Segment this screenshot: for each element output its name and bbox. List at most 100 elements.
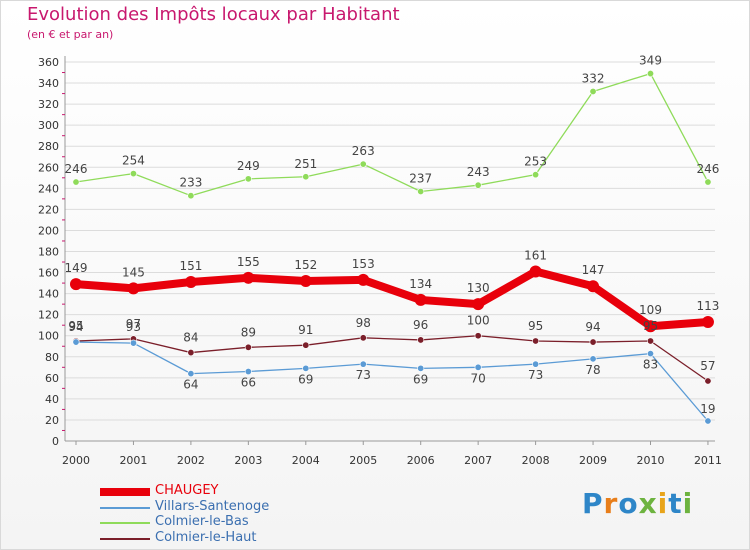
data-label: 19 (700, 402, 715, 416)
data-point (359, 160, 367, 168)
y-tick-label: 200 (38, 224, 59, 237)
data-label: 73 (356, 368, 371, 382)
legend-label: Villars-Santenoge (155, 498, 270, 514)
data-label: 94 (585, 320, 600, 334)
data-label: 95 (68, 319, 83, 333)
y-axis: 0 20 40 60 80 100 120 140 160 180 200 220 240 260 280 3… (38, 56, 66, 448)
data-label: 237 (409, 171, 432, 185)
data-label: 78 (585, 363, 600, 377)
data-point (532, 171, 540, 179)
data-point (244, 175, 252, 183)
legend-swatch (100, 522, 150, 524)
data-label: 246 (696, 162, 719, 176)
data-label: 73 (528, 368, 543, 382)
logo-letter: r (603, 487, 619, 520)
data-label: 69 (413, 372, 428, 386)
data-label: 246 (65, 162, 88, 176)
data-point (589, 338, 597, 346)
logo-letter: i (657, 487, 669, 520)
data-label: 263 (352, 144, 375, 158)
x-tick-label: 2004 (292, 454, 320, 467)
y-tick-label: 280 (38, 140, 59, 153)
x-tick-label: 2005 (349, 454, 377, 467)
x-tick-label: 2009 (579, 454, 607, 467)
data-label: 151 (179, 259, 202, 273)
data-point (417, 364, 425, 372)
data-point (302, 341, 310, 349)
data-label: 113 (696, 299, 719, 313)
data-label: 145 (122, 265, 145, 279)
x-tick-label: 2011 (694, 454, 722, 467)
data-labels: 149 145 151 155 152 153 134 130 161 147 109 113 94 93… (65, 54, 720, 416)
data-point (417, 336, 425, 344)
data-label: 152 (294, 258, 317, 272)
legend-label: Colmier-le-Haut (155, 529, 257, 545)
data-label: 100 (467, 314, 490, 328)
data-label: 91 (298, 323, 313, 337)
x-tick-label: 2000 (62, 454, 90, 467)
y-tick-label: 80 (45, 351, 59, 364)
logo-letter: t (668, 487, 683, 520)
data-label: 233 (179, 176, 202, 190)
data-label: 149 (65, 261, 88, 275)
y-tick-label: 60 (45, 372, 59, 385)
data-point (129, 339, 137, 347)
data-point (532, 360, 540, 368)
x-tick-label: 2003 (234, 454, 262, 467)
data-point (704, 377, 712, 385)
data-point (187, 192, 195, 200)
legend-item-colmier-le-haut: Colmier-le-Haut (100, 529, 360, 547)
data-label: 134 (409, 277, 432, 291)
data-point (359, 334, 367, 342)
data-point (704, 417, 712, 425)
data-label: 94 (68, 320, 83, 334)
data-label: 83 (643, 358, 658, 372)
data-label: 253 (524, 155, 547, 169)
data-label: 64 (183, 378, 198, 392)
data-label: 153 (352, 257, 375, 271)
y-tick-label: 320 (38, 98, 59, 111)
data-point (302, 364, 310, 372)
data-point (184, 276, 197, 289)
data-label: 147 (582, 263, 605, 277)
data-label: 69 (298, 372, 313, 386)
y-tick-label: 220 (38, 203, 59, 216)
data-label: 95 (528, 319, 543, 333)
series-line-colmier-le-bas (75, 72, 709, 197)
data-label: 97 (126, 317, 141, 331)
grid (65, 61, 715, 442)
data-point (359, 360, 367, 368)
y-tick-label: 140 (38, 288, 59, 301)
x-tick-label: 2010 (637, 454, 665, 467)
data-point (244, 368, 252, 376)
y-tick-label: 40 (45, 393, 59, 406)
data-point (414, 293, 427, 306)
legend: CHAUGEY Villars-Santenoge Colmier-le-Bas… (100, 483, 360, 547)
data-point (587, 280, 600, 293)
data-point (72, 178, 80, 186)
data-label: 96 (413, 318, 428, 332)
data-point (472, 298, 485, 311)
y-tick-label: 20 (45, 414, 59, 427)
data-point (70, 278, 82, 291)
data-label: 130 (467, 281, 490, 295)
series-line-colmier-le-haut (75, 335, 709, 382)
y-tick-label: 260 (38, 161, 59, 174)
x-tick-label: 2007 (464, 454, 492, 467)
data-label: 161 (524, 249, 547, 263)
logo-letter: o (618, 487, 639, 520)
logo-letter: P (582, 487, 604, 520)
x-tick-label: 2001 (119, 454, 147, 467)
series-line-chaugey (75, 267, 709, 331)
x-tick-label: 2006 (407, 454, 435, 467)
data-label: 254 (122, 154, 145, 168)
legend-swatch (100, 506, 150, 509)
y-tick-label: 300 (38, 119, 59, 132)
data-label: 84 (183, 331, 198, 345)
legend-swatch (100, 537, 150, 540)
legend-label: Colmier-le-Bas (155, 514, 249, 529)
y-tick-label: 180 (38, 246, 59, 259)
chart-subtitle: (en € et par an) (27, 28, 114, 41)
y-tick-label: 100 (38, 330, 59, 343)
